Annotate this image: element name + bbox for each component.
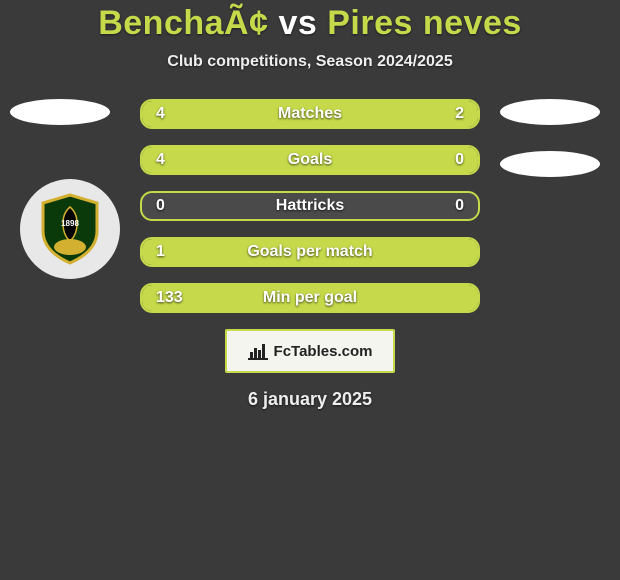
- club-crest-icon: 1898: [39, 193, 101, 265]
- stat-value-right: [450, 239, 478, 265]
- player2-name: Pires neves: [327, 4, 522, 42]
- stat-label: Min per goal: [263, 289, 357, 307]
- branding-box: FcTables.com: [225, 329, 395, 373]
- stat-row-gpm: 1 Goals per match: [140, 237, 480, 267]
- stat-row-hattricks: 0 Hattricks 0: [140, 191, 480, 221]
- stat-label: Goals: [288, 151, 332, 169]
- stat-value-left: 0: [142, 193, 179, 219]
- stat-value-left: 4: [142, 101, 179, 127]
- stat-value-right: [450, 285, 478, 311]
- player1-club-badge: 1898: [20, 179, 120, 279]
- stat-label: Goals per match: [247, 243, 372, 261]
- branding-text: FcTables.com: [274, 343, 373, 360]
- stat-value-left: 133: [142, 285, 197, 311]
- vs-text: vs: [278, 4, 317, 42]
- svg-text:1898: 1898: [61, 219, 79, 228]
- stat-row-matches: 4 Matches 2: [140, 99, 480, 129]
- stat-fill-left: [142, 147, 411, 173]
- stat-rows: 4 Matches 2 4 Goals 0 0 Hattricks 0: [140, 99, 480, 313]
- player1-name: BenchaÃ¢: [98, 4, 268, 42]
- player2-club-oval: [500, 151, 600, 177]
- subtitle: Club competitions, Season 2024/2025: [0, 53, 620, 71]
- page-title: BenchaÃ¢ vs Pires neves: [0, 4, 620, 43]
- stat-value-left: 1: [142, 239, 179, 265]
- date-text: 6 january 2025: [0, 389, 620, 410]
- stats-stage: 1898 4 Matches 2 4 Goals 0 0: [0, 99, 620, 410]
- stat-value-right: 0: [441, 193, 478, 219]
- stat-value-right: 2: [441, 101, 478, 127]
- stat-value-right: 0: [441, 147, 478, 173]
- player1-badge-oval: [10, 99, 110, 125]
- stat-row-mpg: 133 Min per goal: [140, 283, 480, 313]
- stat-label: Hattricks: [276, 197, 344, 215]
- stat-label: Matches: [278, 105, 342, 123]
- comparison-card: BenchaÃ¢ vs Pires neves Club competition…: [0, 0, 620, 410]
- stat-row-goals: 4 Goals 0: [140, 145, 480, 175]
- player2-badge-oval: [500, 99, 600, 125]
- bar-chart-icon: [248, 342, 268, 360]
- stat-value-left: 4: [142, 147, 179, 173]
